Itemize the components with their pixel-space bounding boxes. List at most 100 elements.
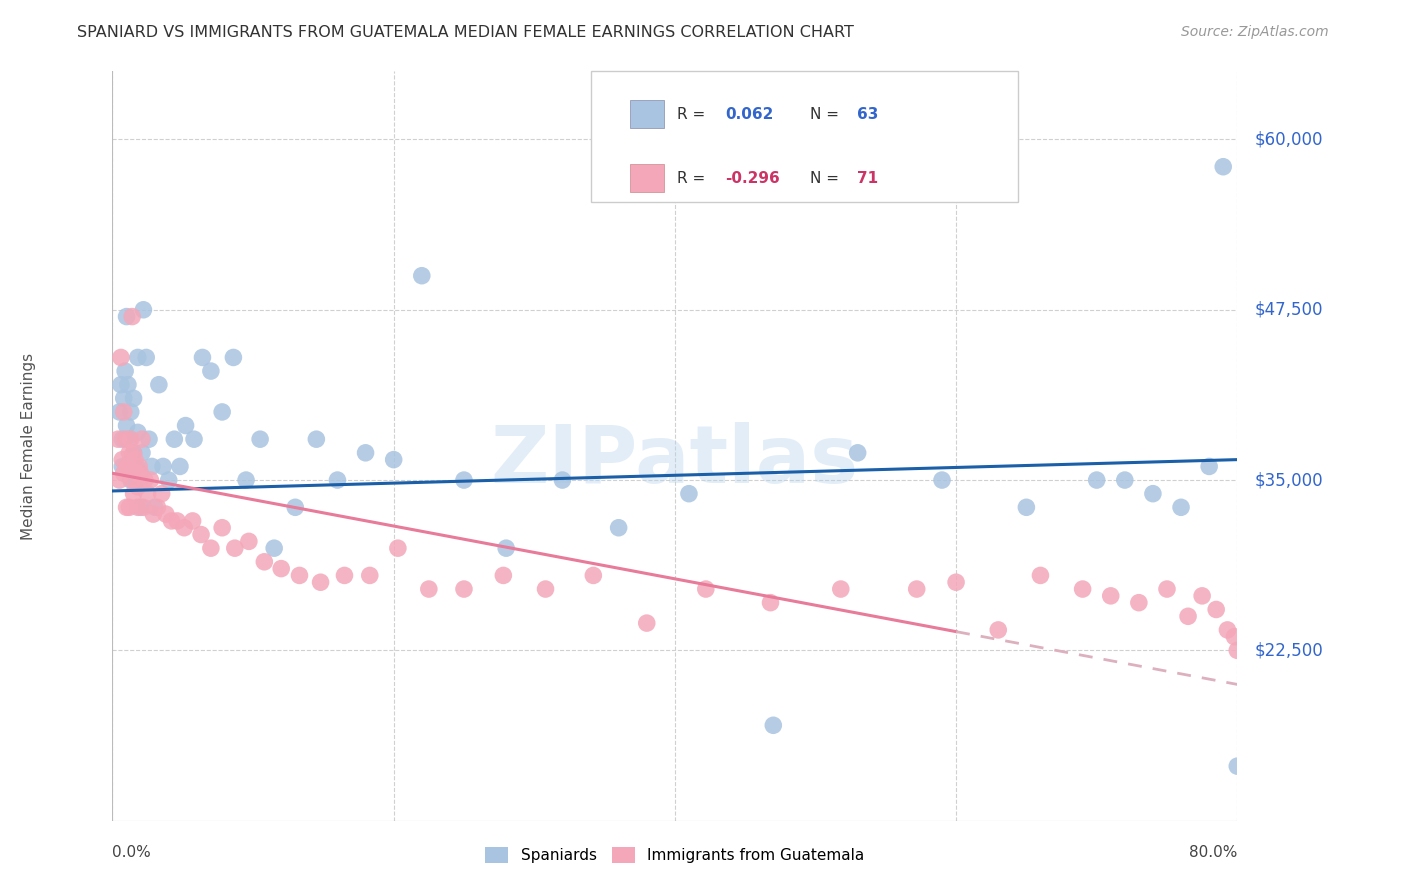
Point [118,432,141,446]
Point [762,718,785,732]
Point [112,392,135,406]
Point [127,500,149,515]
Point [931,473,953,487]
Text: N =: N = [810,107,844,122]
Point [111,459,134,474]
Point [108,473,131,487]
Point [121,452,143,467]
Point [118,500,141,515]
Point [1099,589,1122,603]
Point [114,432,136,446]
Point [200,364,222,378]
Text: R =: R = [678,107,710,122]
Text: $60,000: $60,000 [1254,130,1323,148]
Point [131,432,153,446]
Point [678,486,700,500]
Point [200,541,222,556]
Point [830,582,852,596]
Point [136,486,159,500]
Point [309,575,332,590]
Point [127,425,149,440]
Point [115,310,138,324]
Text: Median Female Earnings: Median Female Earnings [21,352,35,540]
Point [110,377,132,392]
Point [127,351,149,365]
Point [118,446,141,460]
Text: $47,500: $47,500 [1254,301,1323,318]
Point [122,392,145,406]
Point [110,351,132,365]
Point [173,521,195,535]
Point [115,418,138,433]
Point [759,596,782,610]
Point [128,473,150,487]
Point [636,616,658,631]
Point [238,534,260,549]
Point [146,500,169,515]
Point [846,446,869,460]
Point [1029,568,1052,582]
Point [107,432,129,446]
Point [411,268,433,283]
Point [1114,473,1136,487]
Text: 71: 71 [858,171,879,186]
Point [128,459,150,474]
Point [174,418,197,433]
Point [211,405,233,419]
Point [1177,609,1199,624]
Point [1216,623,1239,637]
Point [127,480,149,494]
Point [1071,582,1094,596]
Point [1212,160,1234,174]
Point [224,541,246,556]
Point [1015,500,1038,515]
Point [333,568,356,582]
Point [122,486,145,500]
Point [152,459,174,474]
Text: ZIPatlas: ZIPatlas [491,422,859,500]
Point [150,486,173,500]
Point [121,310,143,324]
Text: -0.296: -0.296 [725,171,780,186]
Point [120,432,142,446]
Point [1156,582,1178,596]
Point [163,432,186,446]
Point [1128,596,1150,610]
Point [124,473,146,487]
Point [129,467,152,481]
Point [1198,459,1220,474]
Point [132,302,155,317]
Text: $35,000: $35,000 [1254,471,1323,489]
Point [382,452,405,467]
Point [453,473,475,487]
Point [111,432,134,446]
Text: 0.0%: 0.0% [112,845,152,860]
Point [387,541,409,556]
FancyBboxPatch shape [630,100,664,128]
Point [115,500,138,515]
Point [169,459,191,474]
Point [148,377,170,392]
Point [695,582,717,596]
Point [1191,589,1213,603]
Point [359,568,381,582]
FancyBboxPatch shape [630,163,664,192]
Point [124,452,146,467]
FancyBboxPatch shape [591,71,1018,202]
Point [1226,759,1249,773]
Point [1170,500,1192,515]
Point [305,432,328,446]
Point [905,582,928,596]
Point [139,473,162,487]
Legend: Spaniards, Immigrants from Guatemala: Spaniards, Immigrants from Guatemala [479,841,870,869]
Point [326,473,349,487]
Point [288,568,311,582]
Point [135,351,157,365]
Point [129,500,152,515]
Point [157,473,180,487]
Point [987,623,1010,637]
Point [1205,602,1227,616]
Text: Source: ZipAtlas.com: Source: ZipAtlas.com [1181,25,1329,39]
Point [418,582,440,596]
Point [143,500,166,515]
